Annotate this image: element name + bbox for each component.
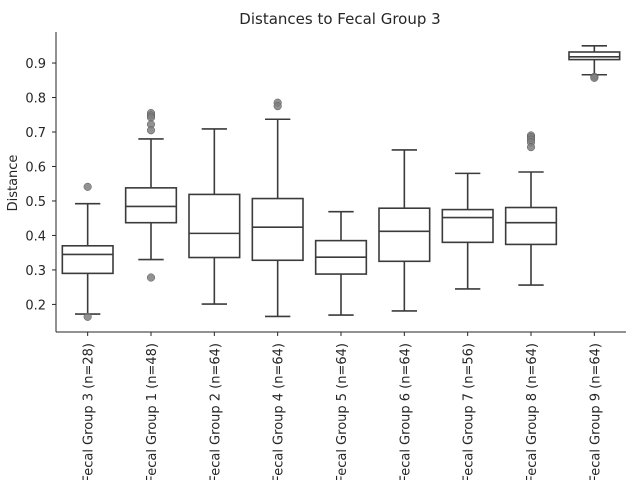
box [504,206,558,246]
box [251,197,304,262]
box-group [504,131,558,286]
outlier-point [83,312,92,321]
box [124,187,178,224]
y-tick-label: 0.9 [25,57,46,72]
outlier-point [590,73,599,82]
box-group [188,128,241,305]
x-tick-label: Fecal Group 2 (n=64) [208,343,223,480]
box-group [568,44,621,82]
x-tick-label: Fecal Group 6 (n=64) [398,343,413,480]
x-tick-label: Fecal Group 9 (n=64) [588,343,603,480]
outlier-point [526,143,536,152]
y-tick-label: 0.6 [25,160,46,175]
box-group [441,172,494,290]
outlier-point [83,182,92,191]
y-tick-label: 0.5 [25,195,46,210]
box [188,193,241,259]
outlier-point [273,102,282,111]
box-group [124,108,178,282]
x-tick-label: Fecal Group 5 (n=64) [335,343,350,480]
box [378,207,431,263]
box [61,244,114,275]
y-tick-label: 0.4 [25,229,46,244]
outlier-point [146,126,156,135]
plot-area [61,44,621,321]
box-group [251,98,304,318]
x-tick-label: Fecal Group 7 (n=56) [462,343,477,480]
outlier-point [146,273,156,282]
box [568,51,621,61]
x-tick-label: Fecal Group 4 (n=64) [272,343,287,480]
x-tick-label: Fecal Group 8 (n=64) [525,343,540,480]
y-tick-label: 0.7 [25,126,46,141]
x-tick-label: Fecal Group 3 (n=28) [82,343,97,480]
box [441,208,494,244]
box-group [314,210,368,316]
box-group [61,182,114,321]
y-tick-label: 0.3 [25,264,46,279]
y-axis-label: Distance [6,155,21,212]
chart-title: Distances to Fecal Group 3 [239,10,440,28]
x-tick-label: Fecal Group 1 (n=48) [145,343,160,480]
y-tick-label: 0.2 [25,298,46,313]
y-tick-label: 0.8 [25,92,46,107]
box-group [378,149,431,312]
outlier-point [146,113,156,122]
